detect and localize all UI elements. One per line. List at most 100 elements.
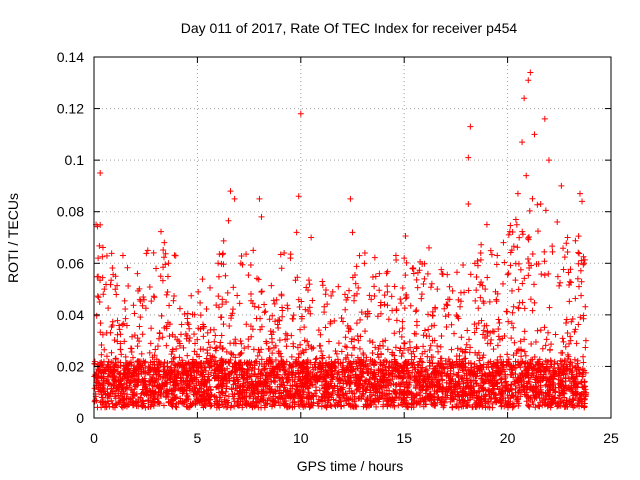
data-point xyxy=(153,265,160,272)
data-point xyxy=(279,395,286,402)
data-point xyxy=(275,348,282,355)
data-point xyxy=(391,330,398,337)
data-point xyxy=(332,348,339,355)
data-point xyxy=(224,289,231,296)
data-point xyxy=(205,339,212,346)
data-point xyxy=(566,298,573,305)
data-point xyxy=(438,364,445,371)
data-point xyxy=(581,256,588,263)
data-point xyxy=(578,257,585,264)
data-point xyxy=(290,312,297,319)
data-point xyxy=(280,358,287,365)
data-point xyxy=(477,249,484,256)
data-point xyxy=(148,325,155,332)
data-point xyxy=(203,306,210,313)
data-point xyxy=(157,273,164,280)
data-point xyxy=(171,292,178,299)
data-point xyxy=(405,404,412,411)
data-point xyxy=(580,261,587,268)
data-point xyxy=(487,329,494,336)
data-point xyxy=(407,374,414,381)
data-point xyxy=(532,376,539,383)
data-point xyxy=(315,402,322,409)
data-point xyxy=(364,398,371,405)
data-point xyxy=(474,368,481,375)
data-point xyxy=(374,351,381,358)
data-point xyxy=(419,359,426,366)
data-point xyxy=(407,344,414,351)
data-point xyxy=(301,337,308,344)
data-point xyxy=(532,361,539,368)
data-point xyxy=(196,386,203,393)
data-point xyxy=(313,355,320,362)
data-point xyxy=(577,395,584,402)
data-point xyxy=(129,333,136,340)
data-point xyxy=(504,351,511,358)
data-point xyxy=(112,355,119,362)
data-point xyxy=(568,318,575,325)
data-point xyxy=(418,295,425,302)
data-point xyxy=(271,378,278,385)
data-point xyxy=(481,393,488,400)
data-point xyxy=(344,362,351,369)
data-point xyxy=(549,243,556,250)
data-point xyxy=(525,77,532,84)
data-point xyxy=(262,372,269,379)
data-point xyxy=(117,331,124,338)
data-point xyxy=(250,247,257,254)
data-point xyxy=(557,402,564,409)
data-point xyxy=(180,401,187,408)
data-point xyxy=(258,213,265,220)
data-point xyxy=(567,333,574,340)
data-point xyxy=(162,373,169,380)
data-point xyxy=(194,336,201,343)
data-point xyxy=(282,330,289,337)
data-point xyxy=(100,291,107,298)
data-point xyxy=(236,300,243,307)
data-point xyxy=(201,373,208,380)
data-point xyxy=(484,274,491,281)
data-point xyxy=(196,392,203,399)
data-point xyxy=(278,374,285,381)
data-point xyxy=(465,367,472,374)
data-point xyxy=(392,252,399,259)
data-point xyxy=(281,371,288,378)
data-point xyxy=(339,371,346,378)
data-point xyxy=(388,398,395,405)
data-point xyxy=(312,359,319,366)
data-point xyxy=(515,286,522,293)
data-point xyxy=(534,375,541,382)
data-point xyxy=(399,375,406,382)
data-point xyxy=(218,332,225,339)
data-point xyxy=(305,389,312,396)
data-point xyxy=(477,256,484,263)
data-point xyxy=(217,375,224,382)
data-point xyxy=(293,229,300,236)
data-point xyxy=(156,384,163,391)
data-point xyxy=(275,317,282,324)
data-point xyxy=(284,404,291,411)
data-point xyxy=(491,377,498,384)
data-point xyxy=(429,337,436,344)
data-point xyxy=(457,289,464,296)
data-point xyxy=(465,287,472,294)
data-point xyxy=(425,326,432,333)
data-point xyxy=(229,306,236,313)
data-point xyxy=(541,272,548,279)
data-point xyxy=(124,391,131,398)
data-point xyxy=(161,359,168,366)
data-point xyxy=(331,359,338,366)
data-point xyxy=(456,352,463,359)
data-point xyxy=(177,377,184,384)
data-point xyxy=(580,359,587,366)
data-point xyxy=(569,371,576,378)
data-point xyxy=(345,325,352,332)
data-point xyxy=(97,388,104,395)
data-point xyxy=(329,362,336,369)
data-point xyxy=(359,359,366,366)
data-point xyxy=(411,353,418,360)
data-point xyxy=(382,337,389,344)
data-point xyxy=(352,403,359,410)
data-point xyxy=(507,249,514,256)
data-point xyxy=(446,296,453,303)
